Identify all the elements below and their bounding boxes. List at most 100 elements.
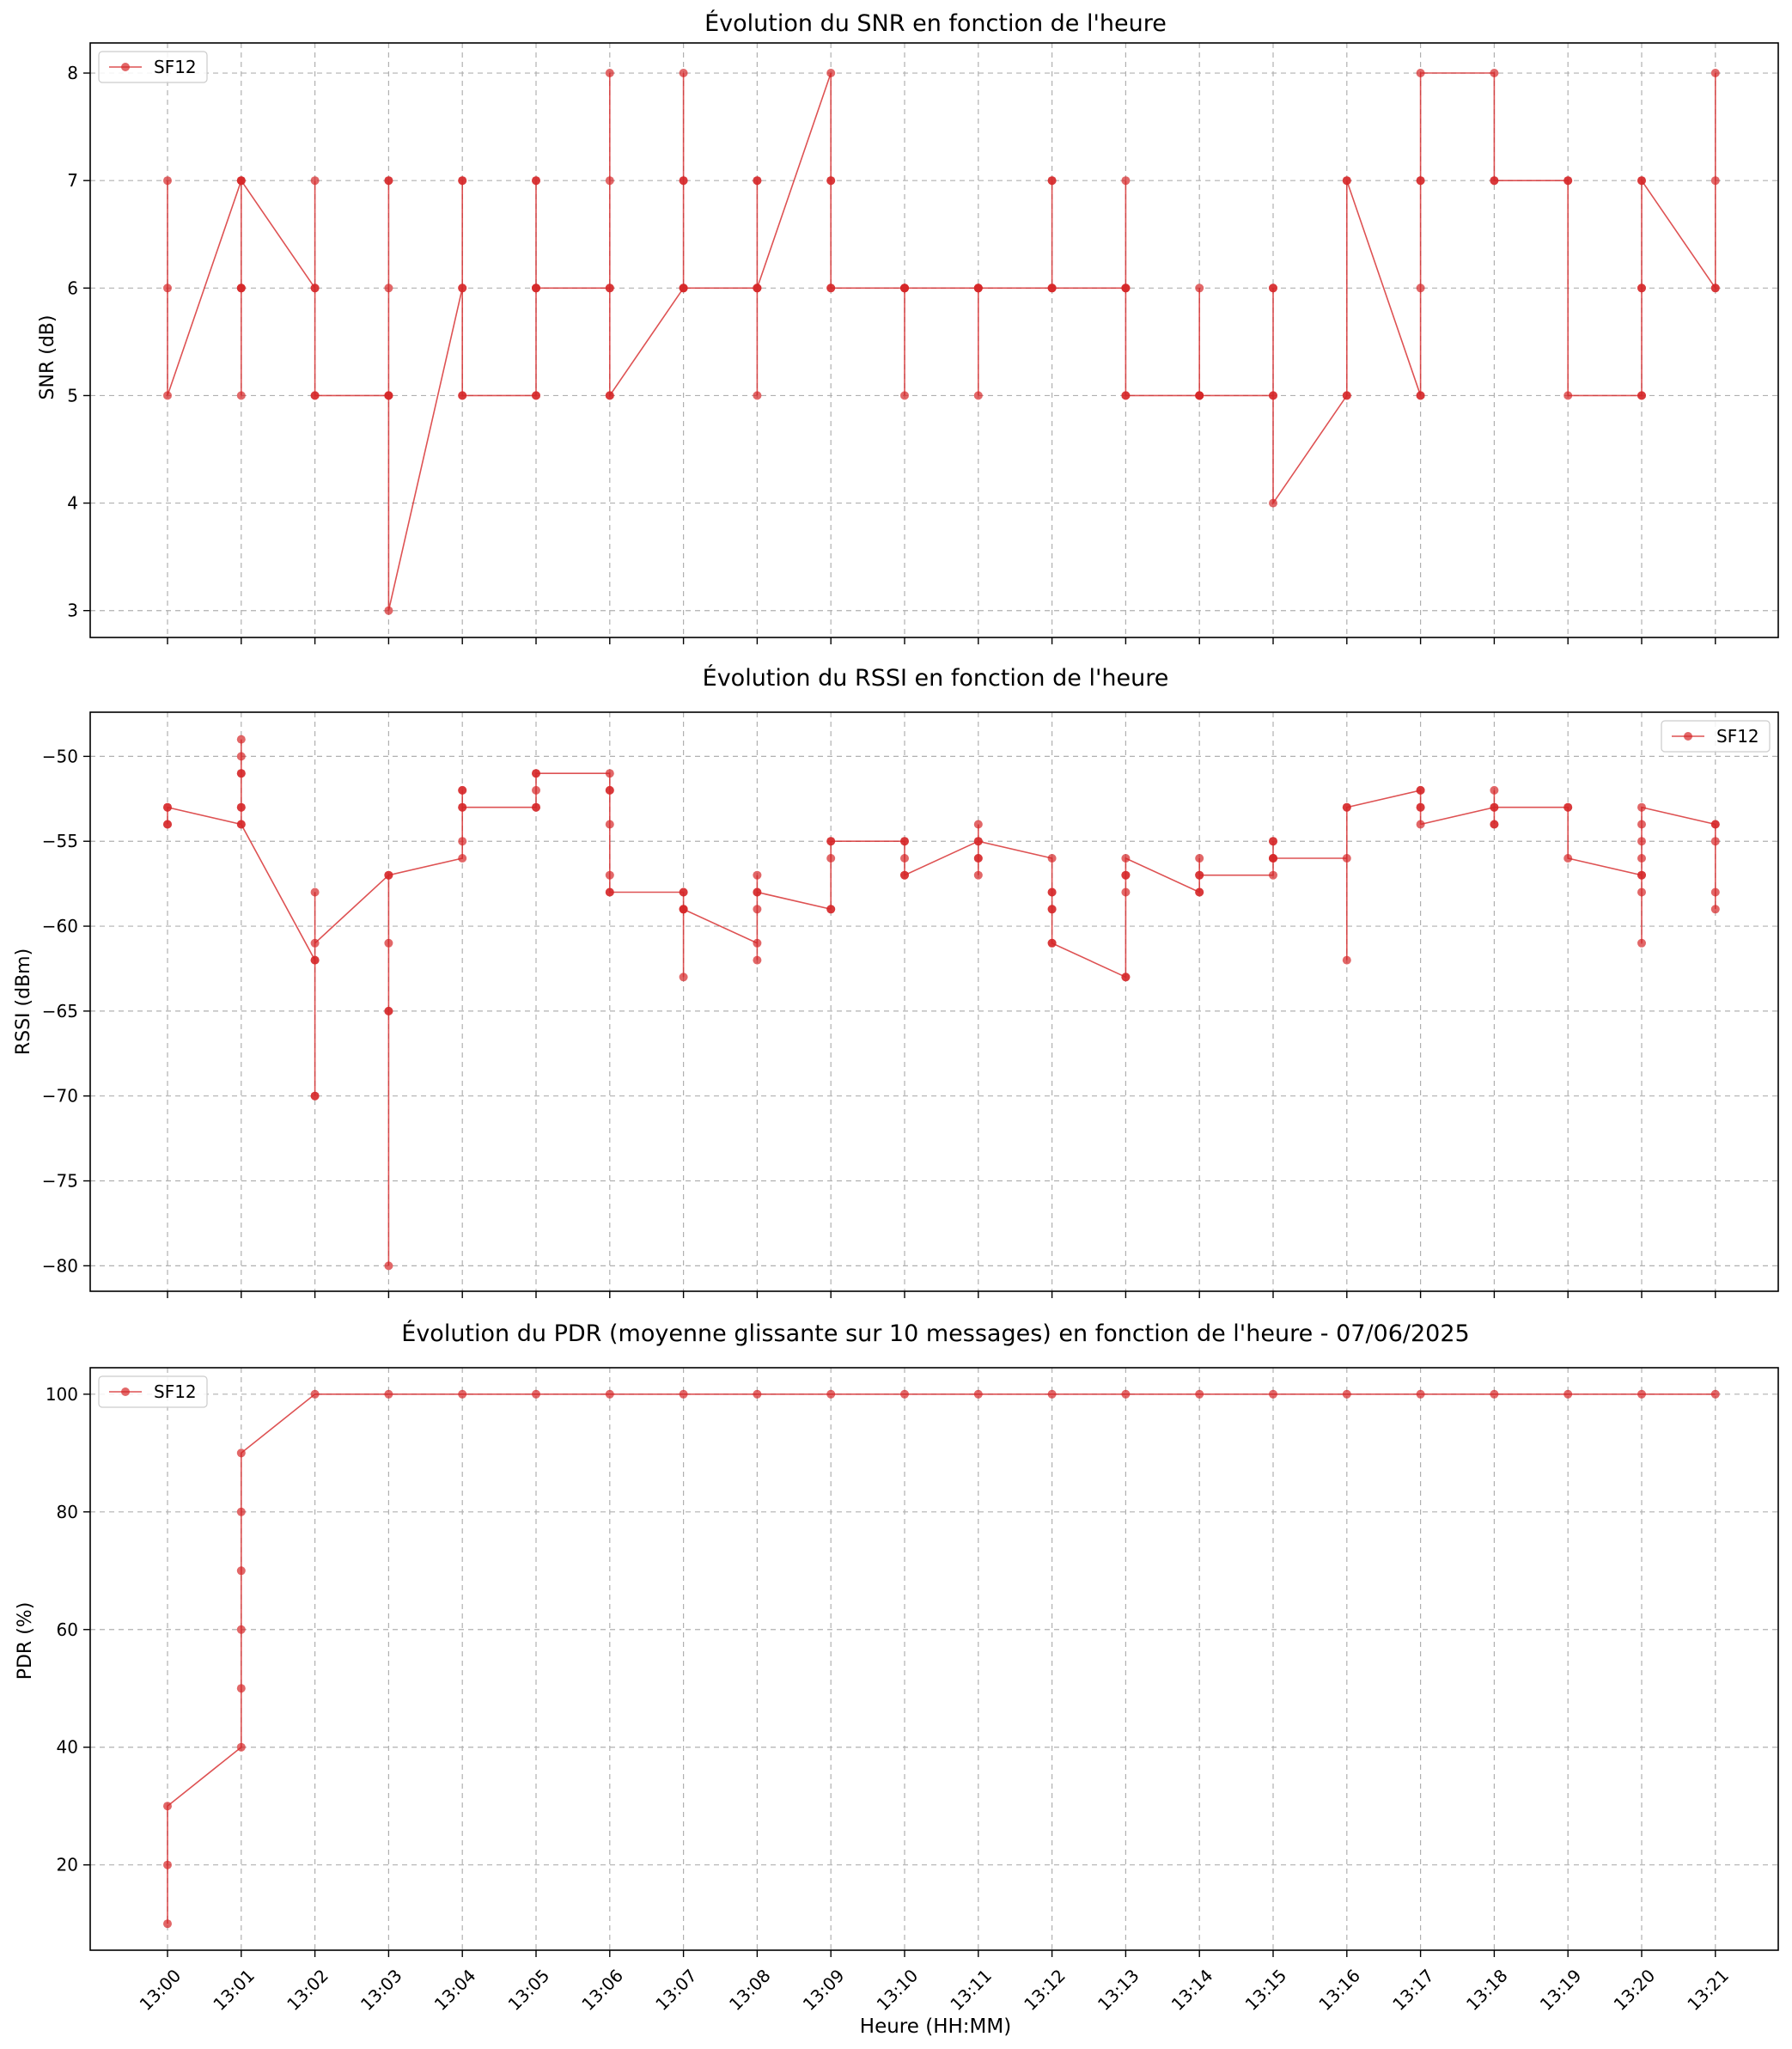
snr-data-point bbox=[1416, 284, 1425, 293]
snr-data-point bbox=[1195, 284, 1204, 293]
rssi-data-point bbox=[679, 905, 688, 914]
rssi-data-point bbox=[973, 854, 983, 863]
rssi-data-point bbox=[532, 802, 540, 812]
snr-data-point bbox=[384, 176, 393, 186]
snr-data-point bbox=[753, 284, 762, 293]
rssi-y-axis-label: RSSI (dBm) bbox=[13, 948, 34, 1055]
snr-data-point bbox=[605, 176, 614, 186]
snr-data-point bbox=[973, 284, 983, 293]
rssi-data-point bbox=[384, 938, 393, 948]
rssi-data-point bbox=[1563, 802, 1573, 812]
rssi-data-point bbox=[973, 870, 983, 880]
rssi-data-point bbox=[753, 938, 762, 948]
rssi-chart-title: Évolution du RSSI en fonction de l'heure bbox=[703, 664, 1169, 692]
pdr-data-point bbox=[236, 1507, 246, 1516]
snr-data-point bbox=[1195, 391, 1204, 400]
pdr-data-point bbox=[1195, 1389, 1204, 1399]
pdr-chart-title: Évolution du PDR (moyenne glissante sur … bbox=[401, 1320, 1469, 1347]
rssi-data-point bbox=[900, 854, 909, 863]
snr-data-point bbox=[1637, 176, 1646, 186]
rssi-y-tick-label: −80 bbox=[42, 1255, 78, 1276]
rssi-data-point bbox=[1490, 820, 1499, 829]
rssi-data-point bbox=[1047, 854, 1057, 863]
rssi-data-point bbox=[384, 1261, 393, 1271]
snr-x-ticks bbox=[167, 637, 1716, 644]
snr-data-point bbox=[458, 284, 467, 293]
snr-data-point bbox=[900, 391, 909, 400]
pdr-legend: SF12 bbox=[98, 1375, 208, 1408]
snr-data-point bbox=[236, 176, 246, 186]
rssi-data-point bbox=[605, 870, 614, 880]
snr-data-point bbox=[605, 391, 614, 400]
pdr-data-point bbox=[1269, 1389, 1277, 1399]
rssi-data-point bbox=[1416, 785, 1425, 795]
rssi-data-point bbox=[310, 1091, 320, 1101]
rssi-data-point bbox=[236, 820, 246, 829]
pdr-data-point bbox=[1416, 1389, 1425, 1399]
pdr-y-ticks: 20 40 60 80 100 bbox=[46, 1384, 90, 1875]
rssi-data-point bbox=[1637, 938, 1646, 948]
snr-legend-label: SF12 bbox=[154, 57, 197, 77]
snr-data-point bbox=[532, 284, 540, 293]
rssi-data-point bbox=[1195, 870, 1204, 880]
pdr-data-point bbox=[679, 1389, 688, 1399]
rssi-data-point bbox=[753, 870, 762, 880]
pdr-data-point bbox=[163, 1919, 172, 1929]
snr-data-point bbox=[163, 391, 172, 400]
rssi-data-point bbox=[1710, 837, 1720, 846]
pdr-data-point bbox=[826, 1389, 836, 1399]
snr-data-point bbox=[1710, 69, 1720, 77]
rssi-data-point bbox=[973, 820, 983, 829]
pdr-data-point bbox=[236, 1448, 246, 1458]
pdr-data-point bbox=[1710, 1389, 1720, 1399]
rssi-data-point bbox=[1121, 854, 1131, 863]
pdr-y-tick-label: 60 bbox=[57, 1619, 78, 1640]
snr-y-tick-label: 4 bbox=[67, 493, 78, 514]
pdr-legend-marker bbox=[121, 1387, 130, 1396]
rssi-data-point bbox=[1637, 870, 1646, 880]
snr-data-point bbox=[1490, 69, 1499, 77]
rssi-data-point bbox=[236, 735, 246, 744]
rssi-data-point bbox=[1637, 820, 1646, 829]
rssi-data-point bbox=[1637, 887, 1646, 897]
rssi-data-point bbox=[973, 837, 983, 846]
snr-data-point bbox=[1637, 284, 1646, 293]
pdr-data-point bbox=[236, 1742, 246, 1752]
pdr-data-point bbox=[458, 1389, 467, 1399]
rssi-legend-marker bbox=[1684, 732, 1692, 741]
rssi-data-point bbox=[1269, 837, 1277, 846]
rssi-data-point bbox=[1195, 887, 1204, 897]
rssi-plot-frame bbox=[89, 711, 1779, 1292]
rssi-legend-box bbox=[1661, 720, 1771, 753]
pdr-data-point bbox=[1637, 1389, 1646, 1399]
snr-legend-marker bbox=[121, 63, 130, 71]
pdr-data-point bbox=[236, 1566, 246, 1576]
rssi-data-point bbox=[900, 837, 909, 846]
snr-data-point bbox=[900, 284, 909, 293]
snr-data-point bbox=[163, 284, 172, 293]
snr-y-tick-label: 8 bbox=[67, 63, 78, 83]
snr-y-tick-label: 3 bbox=[67, 601, 78, 621]
rssi-data-point bbox=[1047, 938, 1057, 948]
snr-data-point bbox=[679, 284, 688, 293]
snr-y-tick-label: 6 bbox=[67, 277, 78, 298]
rssi-data-point bbox=[753, 955, 762, 965]
rssi-data-point bbox=[532, 785, 540, 795]
snr-data-point bbox=[236, 284, 246, 293]
rssi-data-point bbox=[1121, 973, 1131, 982]
snr-panel: Évolution du SNR en fonction de l'heure … bbox=[37, 9, 1779, 644]
snr-data-point bbox=[1563, 176, 1573, 186]
rssi-data-point bbox=[1416, 820, 1425, 829]
rssi-y-tick-label: −75 bbox=[42, 1171, 78, 1192]
pdr-data-point bbox=[753, 1389, 762, 1399]
rssi-data-point bbox=[1342, 854, 1351, 863]
pdr-data-point bbox=[1121, 1389, 1131, 1399]
pdr-data-point bbox=[236, 1684, 246, 1693]
pdr-y-tick-label: 40 bbox=[57, 1737, 78, 1758]
rssi-x-ticks bbox=[167, 1291, 1716, 1298]
rssi-data-point bbox=[1710, 820, 1720, 829]
rssi-data-point bbox=[826, 905, 836, 914]
rssi-data-point bbox=[458, 854, 467, 863]
snr-legend: SF12 bbox=[98, 51, 208, 83]
